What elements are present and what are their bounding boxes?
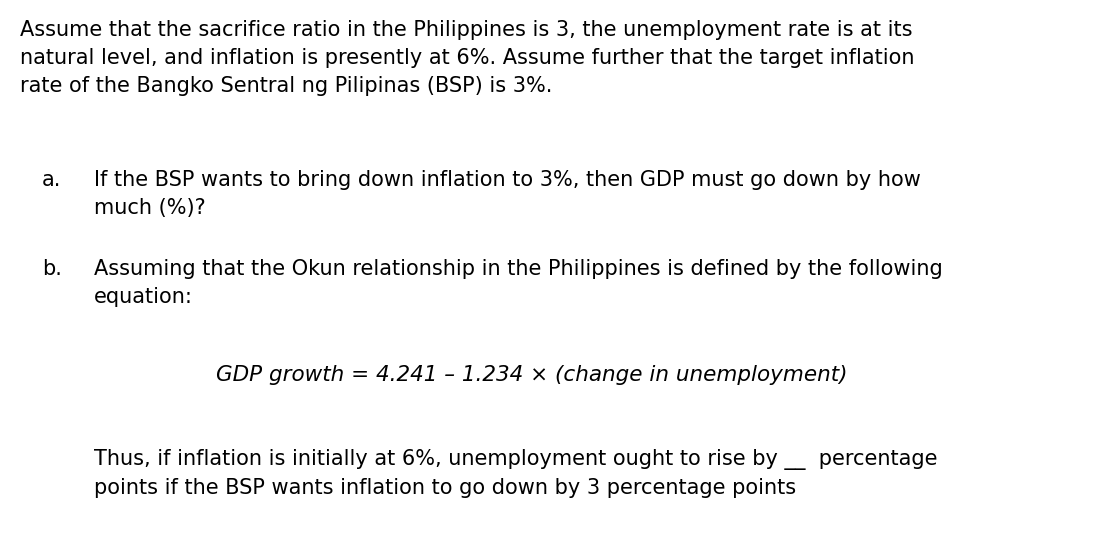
Text: If the BSP wants to bring down inflation to 3%, then GDP must go down by how
muc: If the BSP wants to bring down inflation…	[94, 170, 921, 218]
Text: GDP growth = 4.241 – 1.234 × (change in unemployment): GDP growth = 4.241 – 1.234 × (change in …	[216, 365, 848, 386]
Text: Thus, if inflation is initially at 6%, unemployment ought to rise by __  percent: Thus, if inflation is initially at 6%, u…	[94, 449, 937, 498]
Text: b.: b.	[42, 259, 62, 280]
Text: Assume that the sacrifice ratio in the Philippines is 3, the unemployment rate i: Assume that the sacrifice ratio in the P…	[20, 20, 914, 95]
Text: Assuming that the Okun relationship in the Philippines is defined by the followi: Assuming that the Okun relationship in t…	[94, 259, 943, 307]
Text: a.: a.	[42, 170, 61, 190]
